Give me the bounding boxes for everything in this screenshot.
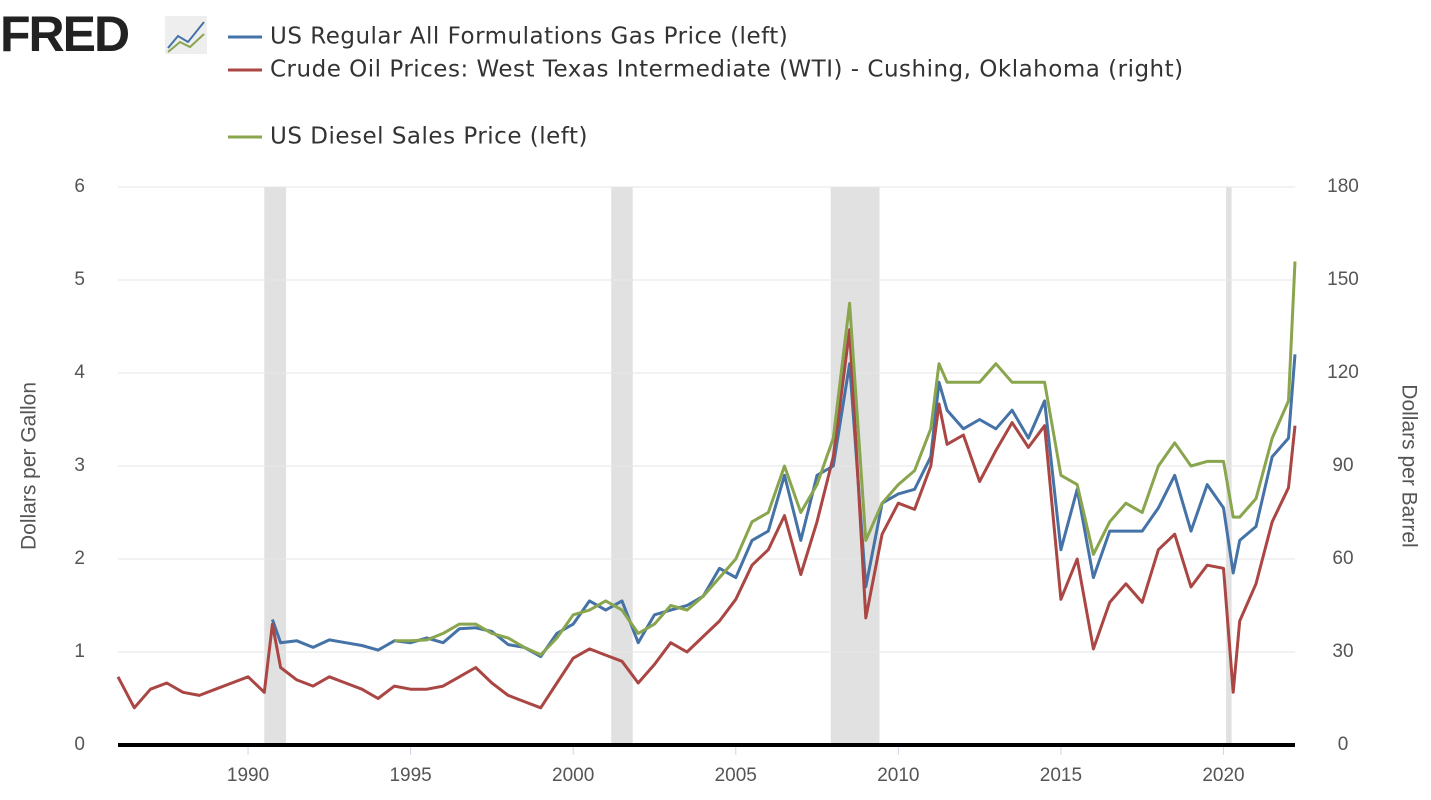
y2-tick-label: 60 bbox=[1332, 548, 1353, 569]
y2-tick-label: 0 bbox=[1338, 734, 1349, 755]
logo-icon bbox=[165, 16, 207, 54]
x-tick-label: 2005 bbox=[715, 765, 757, 786]
legend-label: US Diesel Sales Price (left) bbox=[270, 124, 588, 150]
y-tick-label: 5 bbox=[74, 269, 85, 290]
x-tick-label: 2010 bbox=[877, 765, 919, 786]
x-tick-label: 2000 bbox=[552, 765, 594, 786]
series-line bbox=[116, 328, 1297, 710]
x-tick-label: 1995 bbox=[389, 765, 431, 786]
x-tick-label: 2020 bbox=[1202, 765, 1244, 786]
y-tick-label: 0 bbox=[74, 734, 85, 755]
y-tick-label: 3 bbox=[74, 455, 85, 476]
logo: FRED bbox=[0, 6, 129, 62]
x-tick-label: 1990 bbox=[227, 765, 269, 786]
y-tick-label: 6 bbox=[74, 176, 85, 197]
legend-label: US Regular All Formulations Gas Price (l… bbox=[270, 24, 788, 50]
series-line bbox=[394, 261, 1297, 657]
y2-tick-label: 180 bbox=[1327, 176, 1359, 197]
series-line bbox=[270, 354, 1297, 659]
y2-tick-label: 90 bbox=[1332, 455, 1353, 476]
y-tick-label: 4 bbox=[74, 362, 85, 383]
y2-tick-label: 150 bbox=[1327, 269, 1359, 290]
legend-label: Crude Oil Prices: West Texas Intermediat… bbox=[270, 57, 1184, 83]
y2-tick-label: 120 bbox=[1327, 362, 1359, 383]
y-axis-label: Dollars per Gallon bbox=[18, 382, 41, 550]
y2-tick-label: 30 bbox=[1332, 641, 1353, 662]
y-tick-label: 2 bbox=[74, 548, 85, 569]
y-tick-label: 1 bbox=[74, 641, 85, 662]
x-tick-label: 2015 bbox=[1040, 765, 1082, 786]
y2-axis-label: Dollars per Barrel bbox=[1397, 384, 1420, 547]
